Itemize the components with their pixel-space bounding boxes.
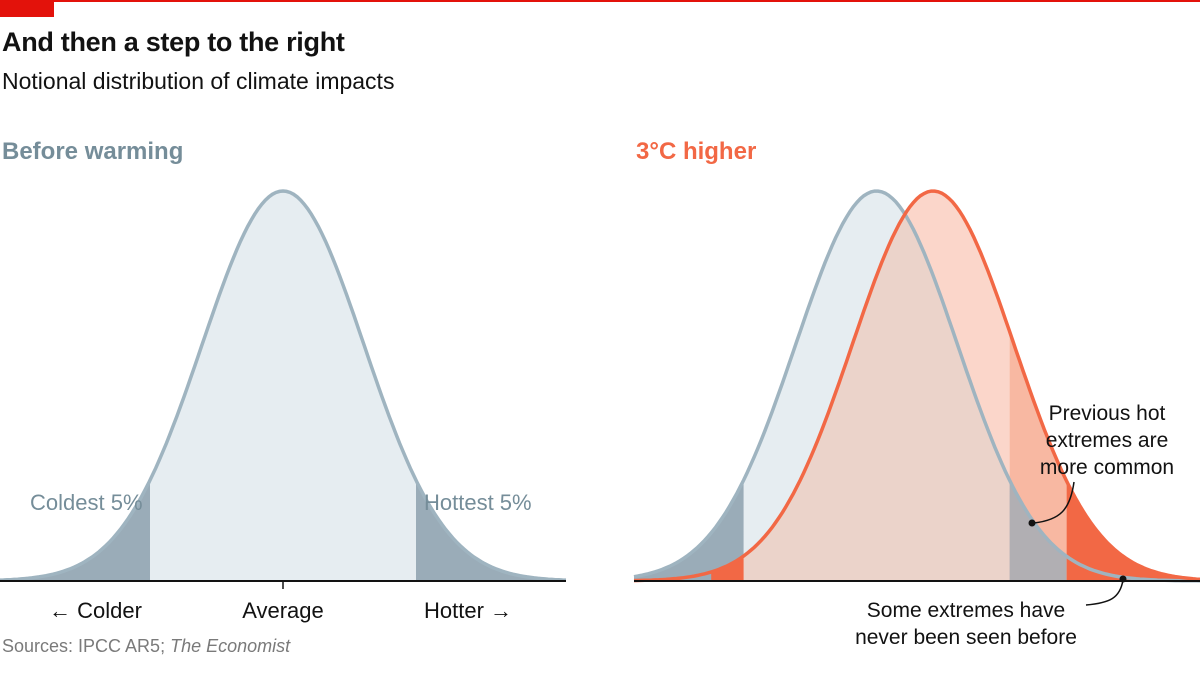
before-curve-line	[0, 189, 567, 582]
panel-title-before-warming: Before warming	[2, 138, 184, 165]
hot-extremes-annotation-line: extremes are	[1046, 429, 1169, 452]
hot-extremes-leader	[1033, 481, 1075, 524]
chart-subtitle: Notional distribution of climate impacts	[2, 68, 395, 94]
never-seen-extremes-area	[1066, 481, 1200, 581]
hotter-label: Hotter →	[424, 598, 512, 623]
never-seen-leader	[1085, 579, 1124, 606]
hottest-tail-area	[416, 480, 566, 581]
never-seen-annotation-line: Some extremes have	[867, 599, 1065, 622]
coldest-label: Coldest 5%	[30, 490, 143, 515]
left-panel: Coldest 5% Hottest 5% ← Colder Average Hotte…	[0, 189, 567, 623]
never-seen-annotation-line: never been seen before	[855, 626, 1077, 649]
brand-tag	[0, 0, 54, 17]
panel-title-3c-higher: 3°C higher	[636, 138, 757, 165]
hot-extremes-annotation-line: Previous hot	[1049, 402, 1166, 425]
hot-extremes-leader-dot	[1028, 519, 1036, 527]
source-note: Sources: IPCC AR5; The Economist	[2, 636, 290, 657]
never-seen-leader-dot	[1119, 575, 1127, 583]
coldest-tail-area	[0, 480, 150, 581]
before-center-area	[150, 191, 416, 581]
hottest-label: Hottest 5%	[424, 490, 532, 515]
average-label: Average	[242, 598, 324, 623]
after-curve-line	[633, 189, 1200, 583]
chart-title: And then a step to the right	[2, 27, 345, 57]
hot-extremes-annotation-line: more common	[1040, 456, 1174, 479]
before-cold-tail-right	[634, 480, 744, 581]
before-curve-line-right	[633, 189, 1200, 583]
top-rule	[0, 0, 1200, 2]
source-prefix: Sources: IPCC AR5;	[2, 636, 171, 656]
right-panel: Previous hot extremes are more common Some …	[633, 189, 1200, 649]
colder-label: ← Colder	[49, 598, 142, 623]
source-publication: The Economist	[170, 636, 291, 656]
